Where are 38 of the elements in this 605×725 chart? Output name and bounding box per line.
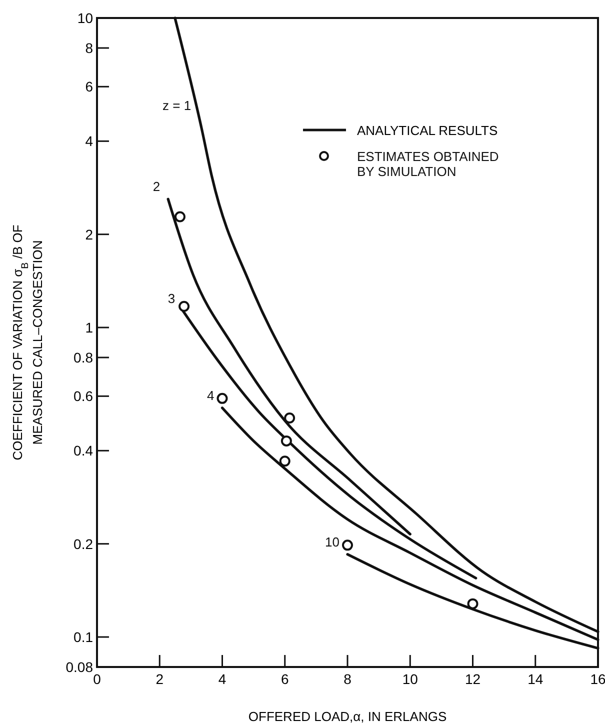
point: [280, 435, 292, 446]
series-label: z = 1: [162, 98, 192, 113]
point: [178, 300, 190, 312]
point: [279, 456, 290, 467]
x-tick-label: 10: [402, 671, 418, 687]
x-tick-label: 8: [344, 671, 352, 687]
point: [467, 598, 478, 610]
x-tick-label: 0: [93, 671, 102, 687]
y-tick-label: 0.8: [74, 349, 94, 366]
series-label: 4: [207, 388, 214, 403]
y-tick-label: 0.1: [74, 629, 94, 646]
line-series: [166, 198, 412, 536]
point: [284, 412, 296, 424]
y-tick-label: 0.08: [66, 659, 94, 675]
y-tick-label: 4: [85, 133, 94, 150]
y-tick-label: 0.6: [74, 388, 94, 404]
x-tick-label: 6: [280, 671, 289, 687]
x-tick-label: 12: [464, 671, 481, 687]
series-label: 3: [168, 291, 176, 306]
series-label: 2: [152, 179, 160, 194]
legend-label: ESTIMATES OBTAINED BY SIMULATION: [357, 149, 499, 179]
x-tick-label: 4: [218, 671, 226, 687]
y-tick-label: 10: [77, 10, 94, 26]
series-label: 10: [325, 534, 340, 550]
point: [216, 392, 228, 404]
y-tick-label: 1: [85, 320, 94, 336]
x-tick-label: 16: [590, 671, 605, 687]
annotation: ANALYTICAL RESULTS: [357, 123, 498, 138]
y-tick-label: 0.2: [74, 536, 94, 552]
x-tick-label: 2: [156, 671, 164, 687]
y-tick-label: 8: [85, 40, 94, 56]
point: [174, 211, 186, 222]
x-axis-title: OFFERED LOAD,α, IN ERLANGS: [248, 709, 447, 724]
y-tick-label: 0.4: [74, 442, 94, 459]
point: [342, 540, 353, 551]
y-tick-label: 6: [85, 78, 94, 95]
y-tick-label: 2: [85, 226, 94, 242]
x-tick-label: 14: [528, 671, 544, 687]
